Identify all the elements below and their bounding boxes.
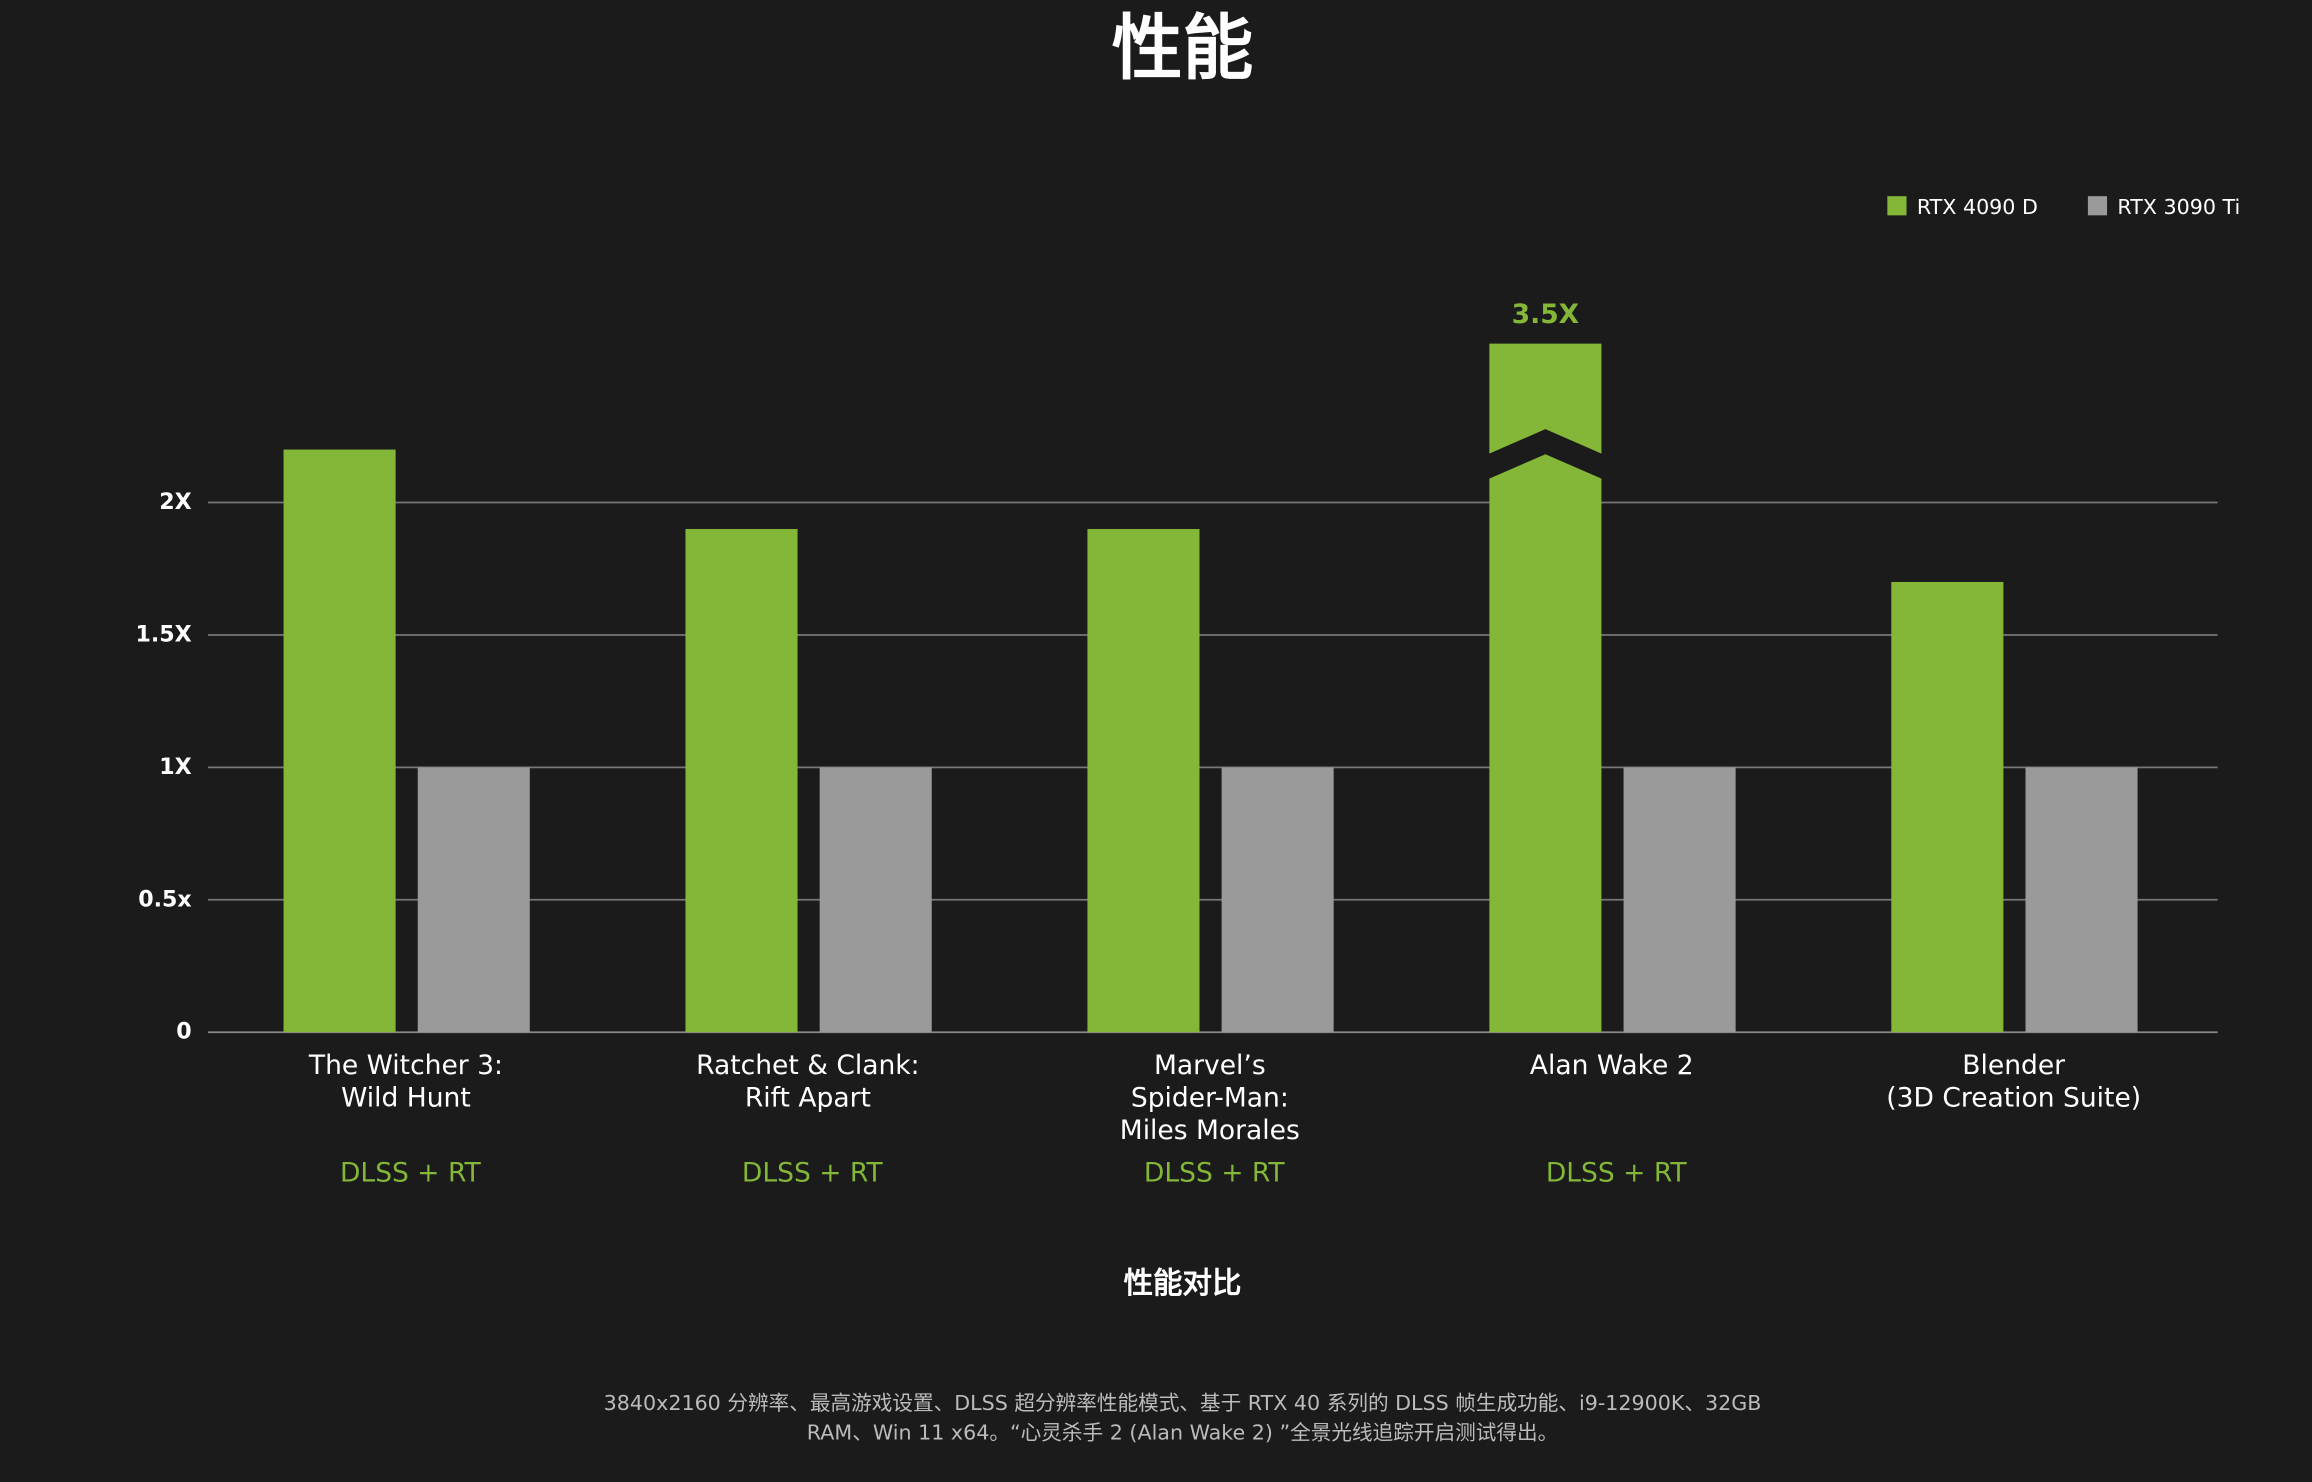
x-tick-label: Marvel’s Spider-Man: Miles Morales bbox=[1120, 1050, 1300, 1146]
category-note: DLSS + RT bbox=[1144, 1157, 1285, 1188]
bar bbox=[1891, 581, 2004, 1033]
y-tick-label: 2X bbox=[159, 489, 191, 515]
bar bbox=[685, 529, 798, 1033]
y-tick-label: 1X bbox=[159, 754, 191, 780]
bar bbox=[417, 767, 530, 1033]
bar bbox=[1087, 529, 1200, 1033]
category-note: DLSS + RT bbox=[742, 1157, 883, 1188]
bar bbox=[1623, 767, 1736, 1033]
legend-swatch bbox=[1887, 196, 1907, 216]
footnote: RAM、Win 11 x64。“心灵杀手 2 (Alan Wake 2) ”全景… bbox=[807, 1420, 1558, 1444]
x-tick-label: Blender (3D Creation Suite) bbox=[1886, 1050, 2141, 1113]
x-tick-label: Ratchet & Clank: Rift Apart bbox=[696, 1050, 919, 1113]
x-tick-label: Alan Wake 2 bbox=[1530, 1050, 1694, 1081]
bar bbox=[283, 449, 396, 1033]
y-tick-label: 1.5X bbox=[135, 621, 191, 647]
x-axis-title: 性能对比 bbox=[1124, 1266, 1242, 1300]
value-label: 3.5X bbox=[1512, 299, 1579, 330]
y-tick-label: 0 bbox=[176, 1019, 191, 1045]
bar bbox=[819, 767, 932, 1033]
chart-title: 性能 bbox=[1112, 7, 1254, 90]
x-tick-label: The Witcher 3: Wild Hunt bbox=[308, 1050, 503, 1113]
legend-swatch bbox=[2087, 196, 2108, 216]
bar bbox=[2025, 767, 2138, 1033]
legend-label: RTX 3090 Ti bbox=[2117, 195, 2240, 219]
legend-label: RTX 4090 D bbox=[1917, 195, 2038, 219]
category-note: DLSS + RT bbox=[1546, 1157, 1687, 1188]
y-tick-label: 0.5x bbox=[138, 886, 191, 912]
bar bbox=[1221, 767, 1334, 1033]
axis-break bbox=[1487, 429, 1603, 480]
footnote: 3840x2160 分辨率、最高游戏设置、DLSS 超分辨率性能模式、基于 RT… bbox=[604, 1391, 1762, 1415]
category-note: DLSS + RT bbox=[340, 1157, 481, 1188]
